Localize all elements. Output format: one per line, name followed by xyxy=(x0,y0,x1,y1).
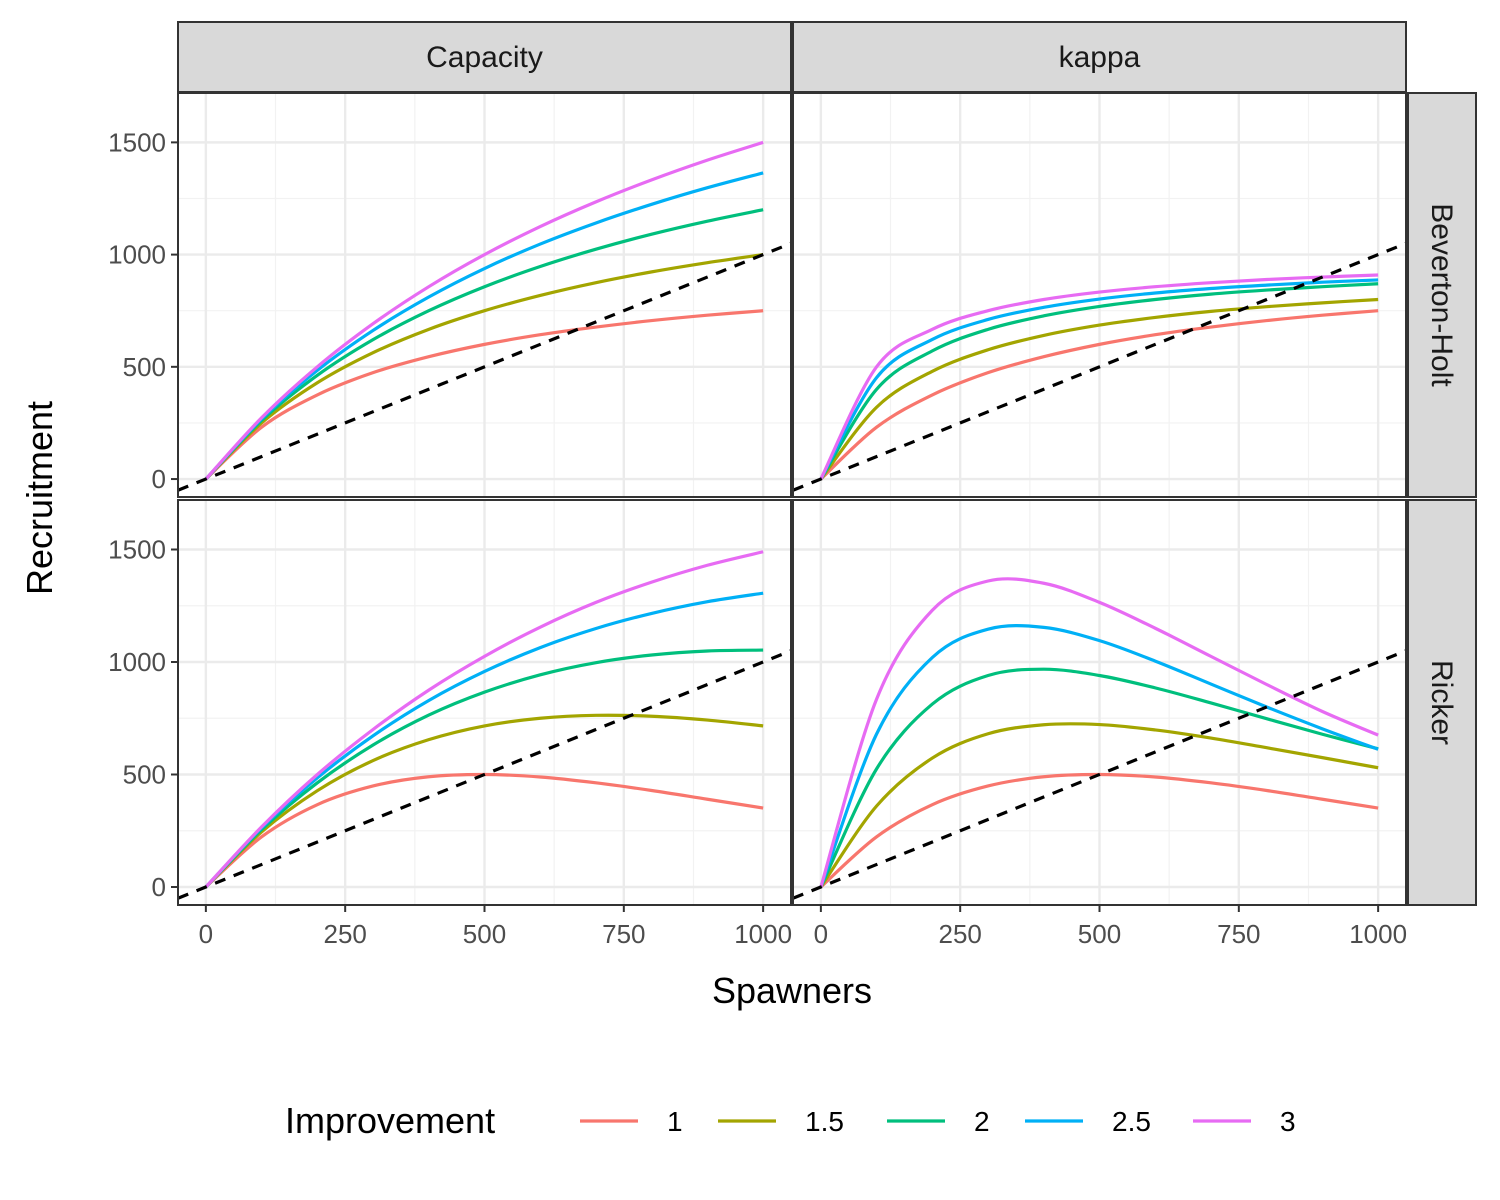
series-line-2-5 xyxy=(819,278,1379,480)
legend-item-2: 2 xyxy=(887,1106,990,1137)
y-tick-label: 0 xyxy=(152,464,166,494)
strip-capacity xyxy=(177,21,792,93)
strip-label-kappa: kappa xyxy=(1059,41,1141,74)
series-line-2-5 xyxy=(204,171,764,481)
strip-label-capacity: Capacity xyxy=(426,41,543,74)
legend-item-1-5: 1.5 xyxy=(718,1106,844,1137)
series-lines xyxy=(819,273,1379,481)
legend-item-3: 3 xyxy=(1193,1106,1296,1137)
strip-kappa xyxy=(792,21,1407,93)
x-tick-label: 500 xyxy=(1078,919,1121,949)
legend-item-1: 1 xyxy=(580,1106,683,1137)
legend-label: 1 xyxy=(667,1106,683,1137)
axes: 0 500 1000 1500 0 500 1000 1500 0 250 500 750 1000 0 2… xyxy=(108,127,1407,949)
panel-kappa-beverton-holt xyxy=(792,92,1407,498)
series-line-2-5 xyxy=(819,624,1379,888)
x-tick-label: 750 xyxy=(1217,919,1260,949)
y-tick-label: 1000 xyxy=(108,240,166,270)
reference-line xyxy=(178,241,791,492)
reference-line xyxy=(793,649,1406,900)
y-tick-label: 500 xyxy=(123,760,166,790)
y-tick-label: 0 xyxy=(152,872,166,902)
strip-label-ricker: Ricker xyxy=(1425,660,1458,745)
series-line-2 xyxy=(204,208,764,481)
panels xyxy=(177,92,1407,906)
reference-line xyxy=(178,649,791,900)
x-tick-label: 1000 xyxy=(734,919,792,949)
panel-capacity-ricker xyxy=(177,499,792,906)
series-line-1 xyxy=(819,309,1379,481)
strip-beverton-holt xyxy=(1407,92,1477,498)
y-tick-label: 500 xyxy=(123,352,166,382)
legend-label: 2.5 xyxy=(1112,1106,1151,1137)
strip-ricker xyxy=(1407,499,1477,906)
series-line-3 xyxy=(819,577,1379,888)
reference-line xyxy=(793,241,1406,492)
series-line-1 xyxy=(204,309,764,481)
series-line-2 xyxy=(819,667,1379,888)
series-line-2 xyxy=(204,648,764,889)
series-line-2 xyxy=(819,282,1379,480)
legend-label: 2 xyxy=(974,1106,990,1137)
y-tick-label: 1500 xyxy=(108,535,166,565)
panel-kappa-ricker xyxy=(792,499,1407,906)
x-tick-label: 500 xyxy=(463,919,506,949)
legend: Improvement 1 1.5 2 2.5 3 xyxy=(285,1100,1296,1141)
series-lines xyxy=(204,140,764,481)
facet-strips: Capacity kappa Beverton-Holt Ricker xyxy=(177,21,1477,906)
x-tick-label: 0 xyxy=(814,919,828,949)
y-axis-title: Recruitment xyxy=(19,401,60,595)
x-tick-label: 1000 xyxy=(1349,919,1407,949)
x-tick-label: 250 xyxy=(938,919,981,949)
strip-label-beverton-holt: Beverton-Holt xyxy=(1425,203,1458,387)
series-line-3 xyxy=(204,550,764,889)
series-line-1-5 xyxy=(204,253,764,481)
series-line-1-5 xyxy=(204,713,764,889)
x-tick-label: 250 xyxy=(323,919,366,949)
series-line-3 xyxy=(204,140,764,481)
series-line-1-5 xyxy=(819,297,1379,481)
y-tick-label: 1000 xyxy=(108,647,166,677)
series-line-1-5 xyxy=(819,722,1379,888)
x-tick-label: 750 xyxy=(602,919,645,949)
x-axis-title: Spawners xyxy=(712,970,872,1011)
panel-capacity-beverton-holt xyxy=(177,92,792,498)
y-tick-label: 1500 xyxy=(108,127,166,157)
x-tick-label: 0 xyxy=(199,919,213,949)
legend-label: 1.5 xyxy=(805,1106,844,1137)
legend-item-2-5: 2.5 xyxy=(1025,1106,1151,1137)
legend-title: Improvement xyxy=(285,1100,495,1141)
legend-label: 3 xyxy=(1280,1106,1296,1137)
series-line-3 xyxy=(819,273,1379,480)
